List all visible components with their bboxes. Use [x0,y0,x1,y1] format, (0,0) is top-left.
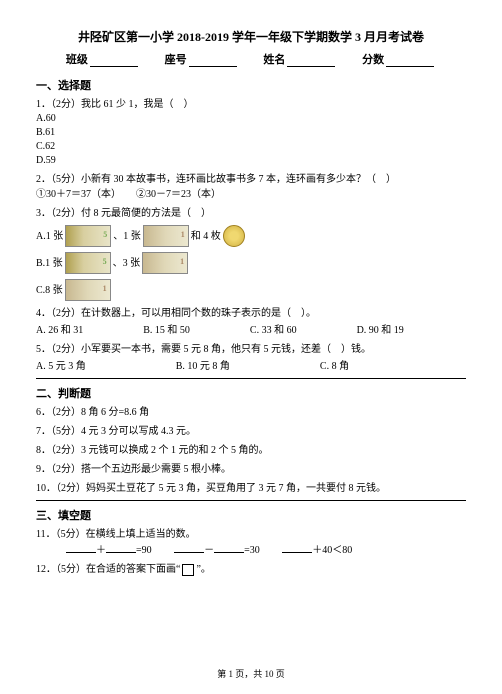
q1-stem: 1．（2分）我比 61 少 1，我是（ ） [36,97,466,112]
q8: 8．（2分）3 元钱可以换成 2 个 1 元的和 2 个 5 角的。 [36,443,466,458]
q1-opt-a: A.60 [36,112,466,126]
q4-opt-c: C. 33 和 60 [250,323,297,338]
q10: 10．（2分）妈妈买土豆花了 5 元 3 角，买豆角用了 3 元 7 角，一共要… [36,481,466,496]
label-seat: 座号 [165,54,187,66]
section-3-heading: 三、填空题 [36,507,466,523]
q11: 11．（5分）在横线上填上适当的数。 ＋ =90 － =30 ＋40＜80 [36,527,466,558]
q12-stem: 12．（5分）在合适的答案下面画“ [36,564,180,575]
blank-score[interactable] [386,55,434,67]
q5-opt-b: B. 10 元 8 角 [176,359,230,374]
q2-sub: ①30＋7＝37（本） ②30－7＝23（本） [36,187,466,202]
q5-opt-c: C. 8 角 [320,359,349,374]
page-footer: 第 1 页，共 10 页 [0,667,502,680]
q4-opt-b: B. 15 和 50 [143,323,190,338]
blank-seat[interactable] [189,55,237,67]
q3-opt-c: C.8 张 [36,278,466,302]
header-line: 班级 座号 姓名 分数 [36,51,466,67]
q4-stem: 4．（2分）在计数器上，可以用相同个数的珠子表示的是（ ）。 [36,306,466,321]
section-1-heading: 一、选择题 [36,77,466,93]
q3-opt-a: A.1 张 、1 张 和 4 枚 [36,224,466,248]
divider [36,378,466,379]
banknote-1-icon [142,252,188,274]
blank-class[interactable] [90,55,138,67]
label-name: 姓名 [263,54,285,66]
q9: 9．（2分）搭一个五边形最少需要 5 根小棒。 [36,462,466,477]
q7: 7．（5分）4 元 3 分可以写成 4.3 元。 [36,424,466,439]
q3b-pre: B.1 张 [36,256,63,271]
blank-input[interactable] [106,542,136,553]
q3a-pre: A.1 张 [36,229,63,244]
p3: － [204,545,214,556]
label-score: 分数 [362,54,384,66]
q1-opt-d: D.59 [36,154,466,168]
q4: 4．（2分）在计数器上，可以用相同个数的珠子表示的是（ ）。 A. 26 和 3… [36,306,466,338]
q3-stem: 3．（2分）付 8 元最简便的方法是（ ） [36,206,466,221]
q2: 2．（5分）小新有 30 本故事书，连环画比故事书多 7 本，连环画有多少本？（… [36,172,466,202]
q3: 3．（2分）付 8 元最简便的方法是（ ） A.1 张 、1 张 和 4 枚 B… [36,206,466,302]
blank-input[interactable] [174,542,204,553]
p4: =30 [244,545,280,556]
q1-options: A.60 B.61 C.62 D.59 [36,112,466,168]
coin-icon [223,225,245,247]
q3a-mid: 、1 张 [113,229,141,244]
q3-opt-b: B.1 张 、3 张 [36,251,466,275]
q12: 12．（5分）在合适的答案下面画“ ”。 [36,562,466,577]
banknote-5-icon [65,252,111,274]
q12-end: ”。 [196,564,210,575]
blank-name[interactable] [287,55,335,67]
label-class: 班级 [66,54,88,66]
q6: 6．（2分）8 角 6 分=8.6 角 [36,405,466,420]
section-2-heading: 二、判断题 [36,385,466,401]
q4-opt-d: D. 90 和 19 [357,323,404,338]
exam-title: 井陉矿区第一小学 2018-2019 学年一年级下学期数学 3 月月考试卷 [36,28,466,45]
banknote-1-icon [65,279,111,301]
q1: 1．（2分）我比 61 少 1，我是（ ） A.60 B.61 C.62 D.5… [36,97,466,168]
q11-line: ＋ =90 － =30 ＋40＜80 [66,542,466,558]
q5-stem: 5．（2分）小军要买一本书，需要 5 元 8 角，他只有 5 元钱，还差（ ）钱… [36,342,466,357]
banknote-1-icon [143,225,189,247]
checkbox-icon [182,564,194,576]
q11-stem: 11．（5分）在横线上填上适当的数。 [36,527,466,542]
blank-input[interactable] [66,542,96,553]
q1-opt-b: B.61 [36,126,466,140]
q4-options: A. 26 和 31 B. 15 和 50 C. 33 和 60 D. 90 和… [36,323,466,338]
p1: ＋ [96,545,106,556]
divider [36,500,466,501]
q3c: C.8 张 [36,283,63,298]
q5-options: A. 5 元 3 角 B. 10 元 8 角 C. 8 角 [36,359,466,374]
banknote-5-icon [65,225,111,247]
q3b-mid: 、3 张 [113,256,141,271]
p5: ＋40＜80 [312,545,352,556]
p2: =90 [136,545,172,556]
q4-opt-a: A. 26 和 31 [36,323,83,338]
q1-opt-c: C.62 [36,140,466,154]
blank-input[interactable] [282,542,312,553]
q3a-end: 和 4 枚 [191,229,221,244]
q5-opt-a: A. 5 元 3 角 [36,359,86,374]
q2-stem: 2．（5分）小新有 30 本故事书，连环画比故事书多 7 本，连环画有多少本？（… [36,172,466,187]
blank-input[interactable] [214,542,244,553]
q5: 5．（2分）小军要买一本书，需要 5 元 8 角，他只有 5 元钱，还差（ ）钱… [36,342,466,374]
